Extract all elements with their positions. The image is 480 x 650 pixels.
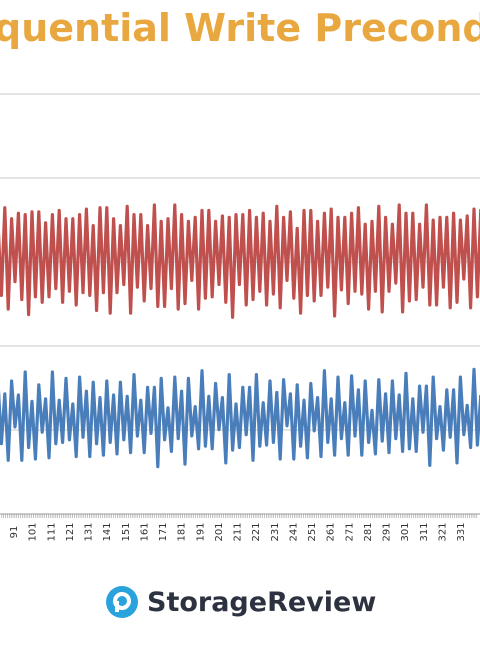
- x-tick-label: 221: [251, 522, 262, 541]
- x-tick-label: 321: [437, 522, 448, 541]
- x-axis: 91 101 111 121 131 141 151 161 171 181 191 201 211 22…: [1, 514, 478, 542]
- brand-name: StorageReview: [147, 586, 377, 618]
- chart-title: quential Write Precond: [0, 6, 480, 50]
- x-tick-label: 291: [382, 522, 393, 541]
- x-tick-label: 131: [84, 522, 95, 541]
- x-tick-label: 301: [400, 522, 411, 541]
- storagereview-logo-icon: [106, 586, 138, 618]
- series-line-2: [0, 367, 480, 469]
- x-tick-label: 121: [65, 522, 76, 541]
- x-tick-label: 191: [195, 522, 206, 541]
- x-tick-label: 151: [121, 522, 132, 541]
- brand-logo: StorageReview: [105, 585, 376, 619]
- x-tick-label: 271: [344, 522, 355, 541]
- x-tick-label: 331: [456, 522, 467, 541]
- x-tick-label: 231: [270, 522, 281, 541]
- x-tick-label: 101: [28, 522, 39, 541]
- x-tick-label: 211: [233, 522, 244, 541]
- x-tick-label: 171: [158, 522, 169, 541]
- x-tick-label: 91: [9, 526, 20, 539]
- x-tick-label: 241: [288, 522, 299, 541]
- x-tick-label: 181: [177, 522, 188, 541]
- series-lines: [0, 203, 480, 469]
- x-tick-label: 111: [46, 522, 57, 541]
- x-tick-label: 251: [307, 522, 318, 541]
- gridlines: [0, 93, 480, 515]
- x-tick-label: 281: [363, 522, 374, 541]
- x-tick-label: 311: [419, 522, 430, 541]
- x-tick-label: 141: [102, 522, 113, 541]
- series-line-1: [0, 203, 480, 319]
- x-tick-label: 201: [214, 522, 225, 541]
- x-tick-label: 261: [326, 522, 337, 541]
- x-tick-label: 161: [139, 522, 150, 541]
